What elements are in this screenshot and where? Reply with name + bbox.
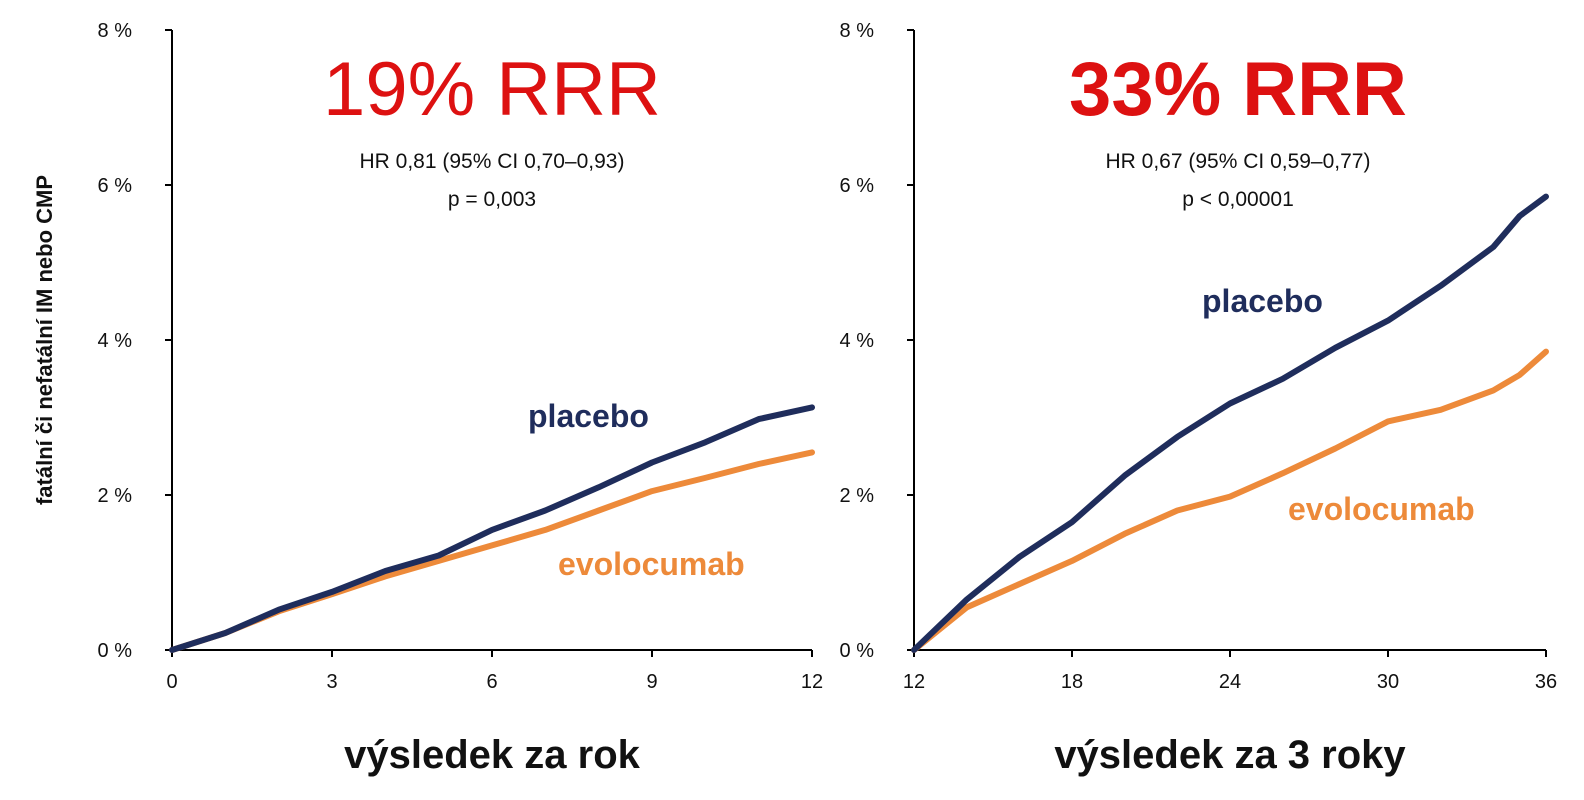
x-tick-label: 24 (1219, 671, 1241, 693)
hazard-ratio-annotation: HR 0,81 (95% CI 0,70–0,93) (360, 150, 625, 173)
p-value-annotation: p < 0,00001 (1182, 188, 1294, 211)
x-tick-label: 9 (646, 671, 657, 693)
rrr-annotation: 19% RRR (323, 47, 661, 132)
series-label-placebo: placebo (528, 398, 649, 434)
p-value-annotation: p = 0,003 (448, 188, 536, 211)
x-tick-label: 36 (1535, 671, 1557, 693)
y-tick-label: 2 % (98, 485, 133, 507)
series-line-evolocumab (911, 348, 1549, 653)
x-tick-label: 30 (1377, 671, 1399, 693)
series-label-placebo: placebo (1202, 283, 1323, 319)
x-tick-label: 3 (326, 671, 337, 693)
y-tick-label: 2 % (840, 485, 875, 507)
x-tick-label: 18 (1061, 671, 1083, 693)
rrr-annotation: 33% RRR (1069, 47, 1407, 132)
x-tick-label: 6 (486, 671, 497, 693)
y-tick-label: 4 % (98, 330, 133, 352)
y-tick-label: 6 % (840, 175, 875, 197)
y-tick-label: 0 % (98, 640, 133, 662)
x-tick-label: 0 (166, 671, 177, 693)
series-line-placebo (169, 404, 815, 653)
series-label-evolocumab: evolocumab (558, 546, 745, 582)
series-label-evolocumab: evolocumab (1288, 491, 1475, 527)
y-tick-label: 4 % (840, 330, 875, 352)
hazard-ratio-annotation: HR 0,67 (95% CI 0,59–0,77) (1106, 150, 1371, 173)
x-tick-label: 12 (801, 671, 823, 693)
y-tick-label: 8 % (98, 20, 133, 42)
y-tick-label: 6 % (98, 175, 133, 197)
y-tick-label: 8 % (840, 20, 875, 42)
x-axis-title: výsledek za 3 roky (1054, 733, 1406, 777)
x-axis-title: výsledek za rok (344, 733, 640, 777)
y-axis-title: fatální či nefatální IM nebo CMP (32, 175, 57, 505)
series-line-placebo (911, 193, 1549, 653)
y-tick-label: 0 % (840, 640, 875, 662)
x-tick-label: 12 (903, 671, 925, 693)
